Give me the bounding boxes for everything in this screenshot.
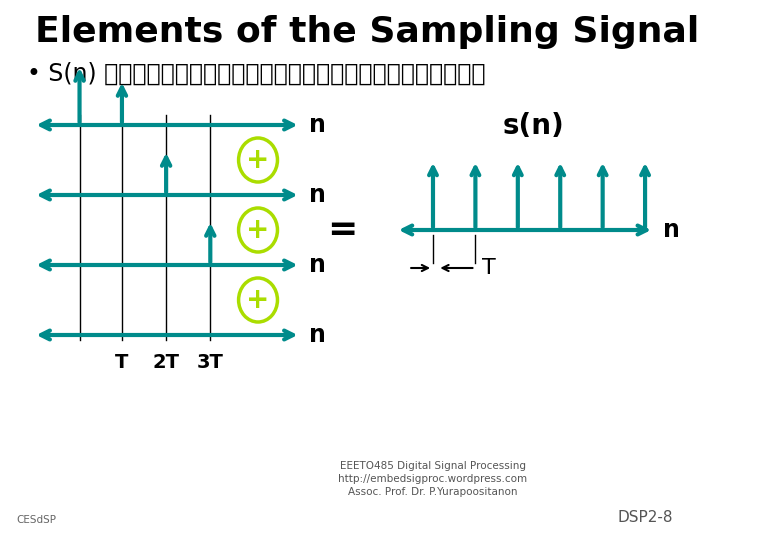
Text: T: T [115,353,129,372]
Text: DSP2-8: DSP2-8 [618,510,673,525]
Text: n: n [310,113,326,137]
Text: +: + [246,286,270,314]
Text: n: n [310,183,326,207]
Text: 2T: 2T [153,353,179,372]
Text: n: n [663,218,679,242]
Text: +: + [246,146,270,174]
Text: T: T [483,258,496,278]
Text: =: = [327,213,357,247]
Text: +: + [246,216,270,244]
Text: n: n [310,323,326,347]
Text: s(n): s(n) [503,112,565,140]
Text: n: n [310,253,326,277]
Text: EEETO485 Digital Signal Processing
http://embedsigproc.wordpress.com
Assoc. Prof: EEETO485 Digital Signal Processing http:… [339,461,527,497]
Text: CESdSP: CESdSP [16,515,56,525]
Text: Elements of the Sampling Signal: Elements of the Sampling Signal [35,15,700,49]
Text: • S(n) นนประกอบจากอมพลสสตางการเลอน: • S(n) นนประกอบจากอมพลสสตางการเลอน [27,62,485,86]
Text: 3T: 3T [197,353,224,372]
